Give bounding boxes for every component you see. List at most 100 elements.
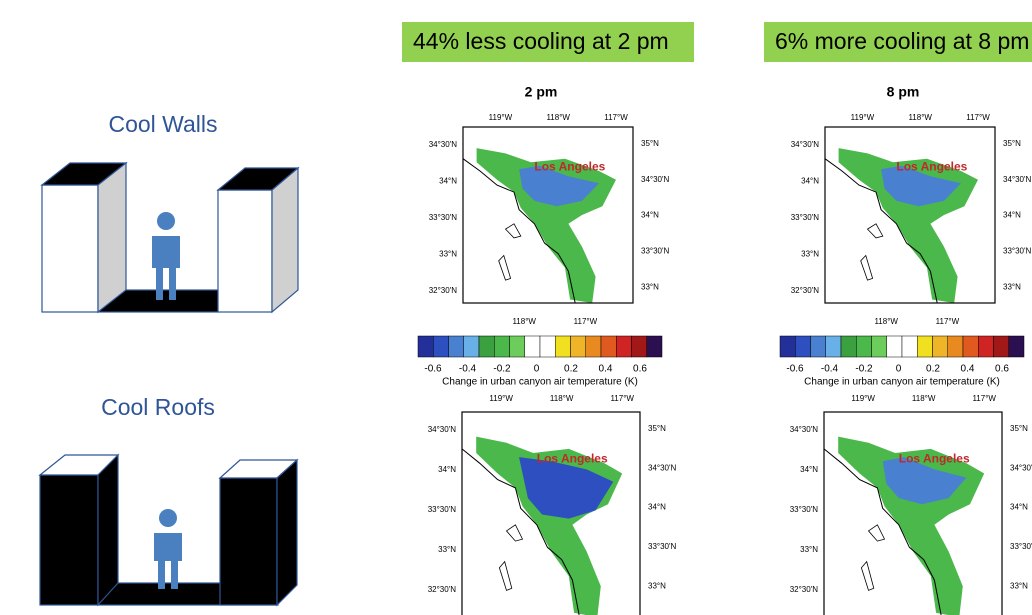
- city-label: Los Angeles: [896, 160, 967, 174]
- latitude-label: 34°30'N: [1010, 463, 1032, 472]
- longitude-label: 117°W: [936, 317, 960, 326]
- colorbar-cell: [963, 336, 978, 357]
- banner-text: 44% less cooling at 2 pm: [413, 28, 669, 54]
- colorbar-cell: [571, 336, 586, 357]
- slide: Cool Walls Cool Roofs 44% less cooling a…: [0, 0, 1032, 615]
- colorbar-cell: [795, 336, 810, 357]
- person-icon: [152, 212, 180, 300]
- latitude-label: 34°30'N: [790, 425, 819, 434]
- colorbar-cell: [902, 336, 917, 357]
- colorbar-cell: [780, 336, 795, 357]
- colorbar-cell: [933, 336, 948, 357]
- latitude-label: 33°30'N: [790, 505, 819, 514]
- colorbar-cell: [540, 336, 555, 357]
- latitude-label: 33°N: [648, 581, 666, 590]
- longitude-label: 117°W: [574, 317, 598, 326]
- panel-title: 2 pm: [525, 84, 558, 100]
- colorbar-cell: [525, 336, 540, 357]
- latitude-label: 34°N: [1010, 503, 1028, 512]
- latitude-label: 34°N: [648, 503, 666, 512]
- longitude-label: 118°W: [512, 317, 536, 326]
- longitude-label: 117°W: [610, 394, 634, 403]
- longitude-label: 118°W: [874, 317, 898, 326]
- longitude-label: 118°W: [912, 394, 936, 403]
- cool-roofs-diagram: [40, 455, 297, 605]
- latitude-label: 34°N: [1003, 211, 1021, 220]
- colorbar-cell: [994, 336, 1009, 357]
- colorbar-caption: Change in urban canyon air temperature (…: [804, 377, 1000, 388]
- latitude-label: 33°N: [439, 250, 457, 259]
- colorbar-cell: [917, 336, 932, 357]
- colorbar-cell: [887, 336, 902, 357]
- latitude-label: 33°30'N: [1010, 542, 1032, 551]
- colorbar-cell: [978, 336, 993, 357]
- latitude-label: 34°30'N: [1003, 175, 1032, 184]
- colorbar-cell: [856, 336, 871, 357]
- cool-walls-label: Cool Walls: [108, 111, 217, 137]
- colorbar-label: 0: [534, 364, 540, 375]
- colorbar-label: 0.6: [633, 364, 647, 375]
- colorbar-label: 0.4: [599, 364, 613, 375]
- colorbar-label: -0.6: [786, 364, 804, 375]
- colorbar-label: -0.4: [459, 364, 477, 375]
- colorbar-cell: [1009, 336, 1024, 357]
- latitude-label: 33°30'N: [641, 247, 670, 256]
- panel-title: 8 pm: [887, 84, 920, 100]
- longitude-label: 118°W: [550, 394, 574, 403]
- map-panel: Los Angeles 119°W 118°W 117°W 34°30'N 35°N 34°…: [429, 113, 670, 326]
- latitude-label: 34°N: [438, 465, 456, 474]
- colorbar-cell: [586, 336, 601, 357]
- map-panel: Los Angeles 119°W 118°W 117°W 34°30'N 35°N 34°…: [791, 113, 1032, 326]
- latitude-label: 33°N: [1003, 282, 1021, 291]
- city-label: Los Angeles: [537, 451, 608, 465]
- colorbar-label: -0.6: [424, 364, 442, 375]
- longitude-label: 119°W: [851, 394, 875, 403]
- longitude-label: 119°W: [489, 394, 513, 403]
- longitude-label: 118°W: [908, 113, 932, 122]
- latitude-label: 33°N: [800, 545, 818, 554]
- colorbar-cell: [555, 336, 570, 357]
- colorbar-cell: [647, 336, 662, 357]
- latitude-label: 34°30'N: [429, 140, 458, 149]
- latitude-label: 33°30'N: [791, 213, 820, 222]
- colorbar-cell: [616, 336, 631, 357]
- latitude-label: 33°30'N: [428, 505, 457, 514]
- longitude-label: 117°W: [604, 113, 628, 122]
- latitude-label: 35°N: [648, 424, 666, 433]
- colorbar-cell: [479, 336, 494, 357]
- latitude-label: 32°30'N: [790, 585, 819, 594]
- colorbar-cell: [418, 336, 433, 357]
- latitude-label: 34°N: [641, 211, 659, 220]
- colorbar-label: -0.2: [493, 364, 511, 375]
- colorbar-label: -0.2: [855, 364, 873, 375]
- colorbar-label: 0.4: [961, 364, 975, 375]
- colorbar-cell: [510, 336, 525, 357]
- latitude-label: 33°N: [641, 282, 659, 291]
- colorbar-cell: [632, 336, 647, 357]
- longitude-label: 119°W: [489, 113, 513, 122]
- latitude-label: 34°N: [801, 177, 819, 186]
- city-label: Los Angeles: [534, 160, 605, 174]
- colorbar-cell: [433, 336, 448, 357]
- latitude-label: 35°N: [641, 139, 659, 148]
- longitude-label: 117°W: [966, 113, 990, 122]
- longitude-label: 119°W: [851, 113, 875, 122]
- latitude-label: 34°30'N: [428, 425, 457, 434]
- latitude-label: 33°30'N: [648, 542, 677, 551]
- colorbar-label: 0.2: [564, 364, 578, 375]
- colorbar-cell: [872, 336, 887, 357]
- latitude-label: 34°30'N: [648, 463, 677, 472]
- latitude-label: 33°N: [1010, 581, 1028, 590]
- colorbar-cell: [841, 336, 856, 357]
- colorbar-cell: [494, 336, 509, 357]
- cool-roofs-label: Cool Roofs: [101, 394, 215, 420]
- map-panel: Los Angeles 119°W 118°W 117°W 34°30'N 35°N 34°…: [428, 394, 677, 615]
- person-icon: [154, 509, 182, 589]
- colorbar-caption: Change in urban canyon air temperature (…: [442, 377, 638, 388]
- colorbar-label: 0.2: [926, 364, 940, 375]
- latitude-label: 35°N: [1003, 139, 1021, 148]
- colorbar-cell: [449, 336, 464, 357]
- latitude-label: 33°N: [438, 545, 456, 554]
- colorbar-cell: [811, 336, 826, 357]
